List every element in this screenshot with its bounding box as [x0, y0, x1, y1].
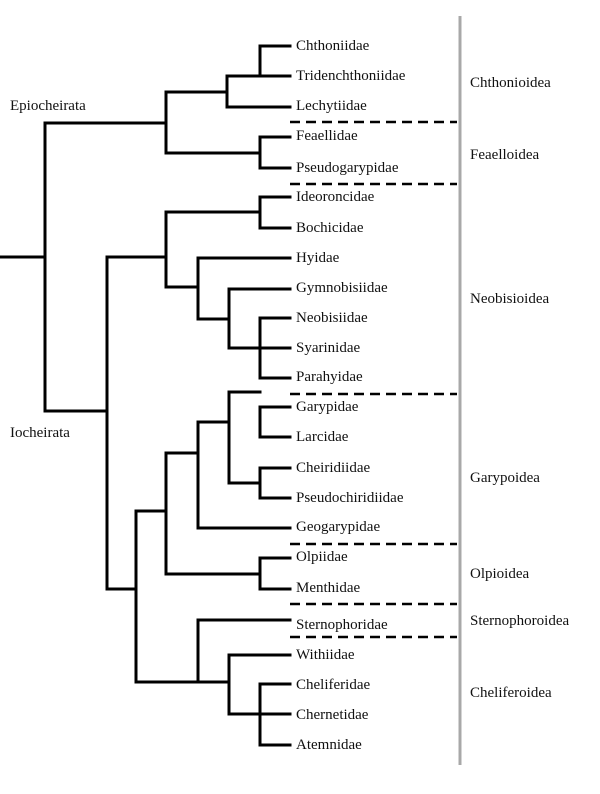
superfamily-label-olpioidea: Olpioidea: [470, 566, 530, 582]
clade-label-epiocheirata: Epiocheirata: [10, 98, 86, 114]
family-label-cheiridiidae: Cheiridiidae: [296, 460, 371, 476]
family-label-neobisiidae: Neobisiidae: [296, 310, 368, 326]
family-label-olpiidae: Olpiidae: [296, 549, 348, 565]
superfamily-label-neobisioidea: Neobisioidea: [470, 291, 550, 307]
superfamily-label-sternophoroidea: Sternophoroidea: [470, 613, 570, 629]
tree-branches: [0, 44, 292, 747]
family-label-pseudochiridiidae: Pseudochiridiidae: [296, 490, 404, 506]
family-label-withiidae: Withiidae: [296, 647, 355, 663]
family-label-menthidae: Menthidae: [296, 580, 361, 596]
family-label-chthoniidae: Chthoniidae: [296, 38, 370, 54]
family-label-lechytiidae: Lechytiidae: [296, 98, 367, 114]
family-label-parahyidae: Parahyidae: [296, 369, 363, 385]
family-label-sternophoridae: Sternophoridae: [296, 617, 388, 633]
family-label-cheliferidae: Cheliferidae: [296, 677, 371, 693]
family-label-gymnobisiidae: Gymnobisiidae: [296, 280, 388, 296]
superfamily-label-garypoidea: Garypoidea: [470, 470, 540, 486]
family-label-pseudogarypidae: Pseudogarypidae: [296, 160, 399, 176]
family-label-larcidae: Larcidae: [296, 429, 349, 445]
superfamily-separators: [290, 120, 457, 639]
superfamily-label-feaelloidea: Feaelloidea: [470, 147, 540, 163]
family-label-hyidae: Hyidae: [296, 250, 340, 266]
family-label-atemnidae: Atemnidae: [296, 737, 362, 753]
family-label-feaellidae: Feaellidae: [296, 128, 358, 144]
family-label-geogarypidae: Geogarypidae: [296, 519, 381, 535]
superfamily-label-cheliferoidea: Cheliferoidea: [470, 685, 552, 701]
clade-label-iocheirata: Iocheirata: [10, 425, 70, 441]
family-label-chernetidae: Chernetidae: [296, 707, 369, 723]
family-label-ideoroncidae: Ideoroncidae: [296, 189, 375, 205]
family-label-syarinidae: Syarinidae: [296, 340, 361, 356]
superfamily-label-chthonioidea: Chthonioidea: [470, 75, 551, 91]
family-label-bochicidae: Bochicidae: [296, 220, 364, 236]
family-label-tridenchthoniidae: Tridenchthoniidae: [296, 68, 406, 84]
family-label-garypidae: Garypidae: [296, 399, 359, 415]
